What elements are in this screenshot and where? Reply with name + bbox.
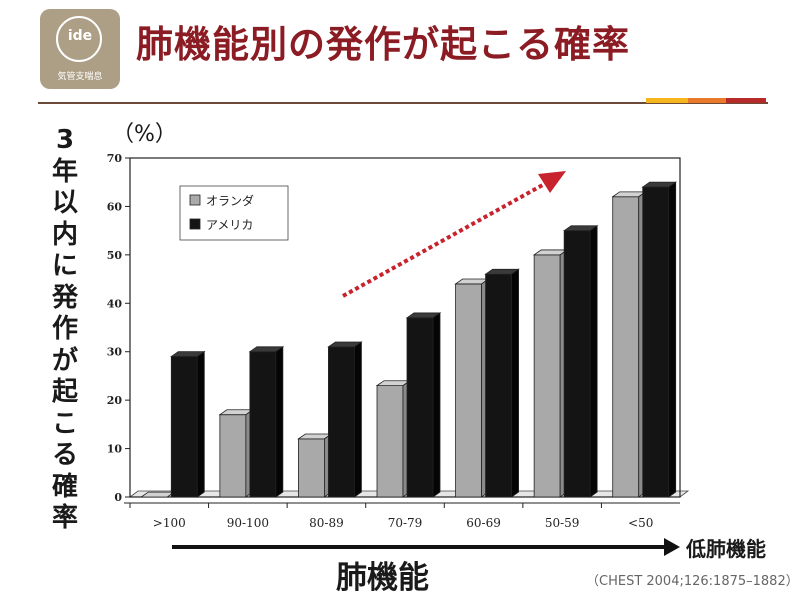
x-tick-label: 60-69 [466, 516, 501, 530]
bar-netherlands [218, 409, 255, 498]
x-tick-label: >100 [153, 516, 186, 530]
bar-side [589, 224, 598, 498]
bar-usa [405, 312, 442, 498]
bar-side [668, 181, 677, 498]
x-tick-label: <50 [628, 516, 653, 530]
y-tick-label: 0 [114, 491, 122, 504]
logo-text: 気管支喘息 [57, 72, 103, 82]
y-tick-label: 50 [107, 249, 123, 262]
legend-label: アメリカ [206, 218, 253, 232]
bar-netherlands [454, 278, 490, 498]
bar-front [406, 317, 434, 498]
bar-side [511, 268, 519, 498]
bar-side [275, 346, 284, 498]
y-axis-label: 3年以内に発作が起こる確率 [51, 125, 78, 533]
bar-front [485, 273, 512, 498]
citation: （CHEST 2004;126:1875–1882） [586, 574, 799, 589]
bar-usa [170, 350, 206, 498]
bar-front [612, 196, 640, 498]
x-tick-label: 90-100 [227, 516, 269, 530]
bar-front [328, 346, 355, 498]
bar-netherlands [532, 249, 569, 498]
y-tick-label: 60 [107, 200, 123, 213]
bar-netherlands [297, 433, 333, 498]
accent-bar-red [726, 98, 766, 103]
page-title: 肺機能別の発作が起こる確率 [136, 23, 630, 66]
x-tick-label: 70-79 [388, 516, 423, 530]
bar-front [298, 438, 325, 498]
logo-circle-icon [56, 16, 102, 62]
bar-usa [484, 268, 520, 498]
y-tick-label: 10 [107, 443, 123, 456]
legend-swatch [189, 194, 201, 206]
legend-swatch [189, 218, 201, 230]
bar-netherlands [611, 191, 647, 498]
bar-front [376, 385, 404, 498]
legend-label: オランダ [206, 193, 254, 208]
plot-frame [129, 157, 681, 498]
trend-arrow [342, 171, 566, 298]
bar-side [432, 312, 441, 498]
bar-usa [641, 181, 677, 498]
x-axis-title: 肺機能 [336, 560, 429, 596]
bar-front [642, 186, 670, 498]
x-direction-arrow-icon [664, 538, 680, 556]
y-tick-label: 40 [107, 297, 123, 310]
x-tick-label: 80-89 [309, 516, 344, 530]
bar-netherlands [375, 379, 412, 498]
bar-front [219, 414, 247, 498]
bar-usa [248, 346, 285, 498]
accent-bar-orange [688, 98, 726, 103]
y-tick-label: 70 [107, 152, 123, 165]
bar-front [455, 283, 482, 498]
x-tick-label: 50-59 [545, 516, 580, 530]
logo-word: ide [67, 28, 93, 44]
x-arrow-label: 低肺機能 [686, 537, 766, 561]
x-direction-arrow-line [172, 545, 666, 549]
logo: ide 気管支喘息 [40, 9, 120, 89]
bar-front [249, 351, 277, 498]
bar-side [196, 350, 205, 498]
y-tick-label: 20 [107, 394, 123, 407]
bar-front [563, 230, 591, 498]
bar-front [170, 356, 198, 498]
title-divider [38, 102, 768, 104]
bar-usa [562, 224, 599, 498]
trend-arrow-head-icon [538, 171, 566, 193]
bar-side [354, 341, 362, 498]
bar-front [533, 254, 561, 498]
accent-bar-yellow [646, 98, 688, 103]
bar-usa [327, 341, 363, 498]
y-tick-label: 30 [107, 346, 123, 359]
y-axis-unit: （%） [112, 122, 177, 147]
